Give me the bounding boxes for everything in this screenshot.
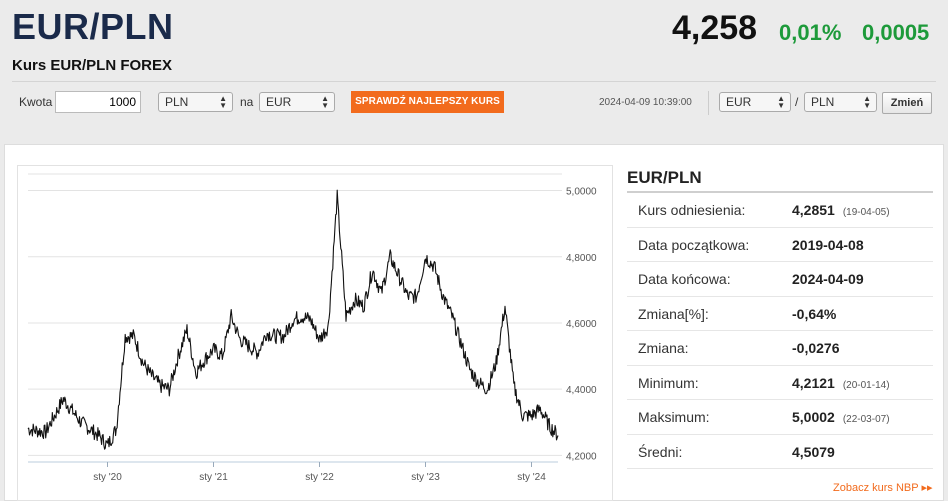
quote-datetime: 2024-04-09 10:39:00: [599, 97, 692, 108]
x-tick-label: sty '20: [93, 472, 122, 483]
stats-label: Średni:: [638, 443, 683, 460]
stats-label: Zmiana[%]:: [638, 305, 709, 322]
stats-value: 5,0002 (22-03-07): [792, 409, 890, 425]
stats-value-text: -0,64%: [792, 305, 837, 322]
stats-row: Zmiana: -0,0276: [627, 331, 933, 366]
y-tick-label: 4,4000: [566, 385, 597, 396]
stats-value-text: 2019-04-08: [792, 236, 864, 253]
stats-row: Średni: 4,5079: [627, 435, 933, 469]
pair-separator: /: [795, 95, 799, 109]
stats-row: Maksimum: 5,0002 (22-03-07): [627, 400, 933, 435]
select-arrows-icon: ▲ ▼: [777, 94, 785, 110]
current-rate: 4,258: [672, 9, 758, 47]
change-pair-button[interactable]: Zmień: [882, 92, 932, 114]
price-series-line: [27, 189, 559, 450]
stats-label: Data końcowa:: [638, 271, 731, 287]
stats-value-text: 4,2121: [792, 374, 835, 391]
select-arrows-icon: ▲ ▼: [321, 94, 329, 110]
stats-value-text: 4,5079: [792, 443, 835, 460]
select-arrows-icon: ▲ ▼: [863, 94, 871, 110]
currency-calculator: Kwota PLN ▲▼ na EUR ▲▼ SPRAWDŹ NAJLEPSZY…: [0, 88, 948, 116]
stats-value: -0,64%: [792, 306, 836, 322]
pair-quote-value: PLN: [811, 95, 835, 109]
stats-value-text: -0,0276: [792, 340, 840, 356]
pair-base-select[interactable]: EUR ▲ ▼: [719, 92, 791, 112]
stats-date: (22-03-07): [842, 414, 890, 425]
nbp-rate-link[interactable]: Zobacz kurs NBP ▸▸: [833, 482, 933, 494]
stats-row: Kurs odniesienia: 4,2851 (19-04-05): [627, 193, 933, 228]
y-tick-label: 4,2000: [566, 451, 597, 462]
amount-label: Kwota: [19, 95, 53, 109]
to-currency-value: EUR: [266, 95, 292, 109]
stats-value: 4,5079: [792, 444, 835, 460]
stats-table: EUR/PLN Kurs odniesienia: 4,2851 (19-04-05…: [627, 165, 933, 469]
stats-date: (20-01-14): [842, 379, 890, 391]
amount-input[interactable]: [55, 91, 141, 113]
stats-title: EUR/PLN: [627, 165, 933, 193]
x-tick-label: sty '24: [517, 472, 546, 483]
y-tick-label: 5,0000: [566, 187, 597, 198]
price-chart-svg: 5,0000 4,8000 4,6000 4,4000 4,2000 sty '20 sty…: [27, 173, 597, 483]
pair-quote-select[interactable]: PLN ▲ ▼: [804, 92, 877, 112]
quote-header: EUR/PLN Kurs EUR/PLN FOREX 4,258 0,01% 0…: [0, 0, 948, 124]
change-absolute: 0,0005: [862, 20, 930, 45]
to-currency-select[interactable]: EUR ▲ ▼: [259, 92, 335, 112]
pair-base-value: EUR: [726, 95, 752, 109]
stats-row: Data początkowa: 2019-04-08: [627, 228, 933, 262]
stats-value: 4,2121 (20-01-14): [792, 375, 890, 391]
stats-value-text: 2024-04-09: [792, 271, 864, 287]
x-tick-label: sty '22: [305, 472, 334, 483]
to-label: na: [240, 95, 254, 109]
stats-value: 2019-04-08: [792, 237, 864, 253]
x-tick-label: sty '21: [199, 472, 228, 483]
x-tick-label: sty '23: [411, 472, 440, 483]
check-best-rate-button[interactable]: SPRAWDŹ NAJLEPSZY KURS: [351, 91, 504, 113]
y-tick-label: 4,6000: [566, 319, 597, 330]
quote-panel: 5,0000 4,8000 4,6000 4,4000 4,2000 sty '20 sty…: [4, 144, 944, 501]
stats-date: (19-04-05): [842, 207, 890, 218]
select-arrows-icon: ▲ ▼: [219, 94, 227, 110]
stats-row: Minimum: 4,2121 (20-01-14): [627, 366, 933, 400]
stats-row: Data końcowa: 2024-04-09: [627, 262, 933, 297]
stats-value: 4,2851 (19-04-05): [792, 202, 890, 218]
pair-title: EUR/PLN: [12, 6, 174, 47]
stats-value-text: 4,2851: [792, 202, 835, 218]
calc-separator: [708, 91, 709, 115]
y-tick-label: 4,8000: [566, 253, 597, 264]
header-divider: [12, 81, 936, 82]
stats-label: Maksimum:: [638, 409, 710, 425]
stats-value: -0,0276: [792, 340, 839, 356]
stats-label: Zmiana:: [638, 340, 689, 356]
stats-value: 2024-04-09: [792, 271, 864, 287]
stats-label: Kurs odniesienia:: [638, 202, 746, 218]
from-currency-value: PLN: [165, 95, 189, 109]
stats-label: Minimum:: [638, 374, 699, 391]
pair-subtitle: Kurs EUR/PLN FOREX: [12, 57, 173, 74]
change-percent: 0,01%: [779, 20, 842, 45]
from-currency-select[interactable]: PLN ▲ ▼: [158, 92, 233, 112]
stats-row: Zmiana[%]: -0,64%: [627, 297, 933, 331]
stats-value-text: 5,0002: [792, 409, 835, 425]
stats-label: Data początkowa:: [638, 236, 750, 253]
price-chart[interactable]: 5,0000 4,8000 4,6000 4,4000 4,2000 sty '20 sty…: [17, 165, 613, 501]
